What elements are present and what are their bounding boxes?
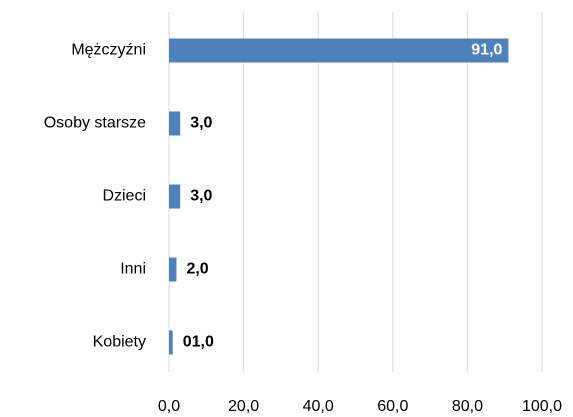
bar xyxy=(169,184,181,209)
y-tick-label: Dzieci xyxy=(102,188,146,205)
x-tick-label: 80,0 xyxy=(452,398,483,415)
y-tick-label: Osoby starsze xyxy=(44,115,146,132)
bar xyxy=(169,257,177,282)
data-label: 3,0 xyxy=(190,115,212,132)
x-tick-label: 40,0 xyxy=(303,398,334,415)
x-tick-label: 0,0 xyxy=(158,398,180,415)
bar xyxy=(169,330,173,355)
y-tick-label: Kobiety xyxy=(93,334,146,351)
y-tick-label: Inni xyxy=(120,261,146,278)
data-label: 91,0 xyxy=(471,42,502,59)
x-tick-label: 60,0 xyxy=(377,398,408,415)
data-label: 01,0 xyxy=(183,334,214,351)
x-tick-label: 100,0 xyxy=(522,398,562,415)
bar xyxy=(169,111,181,136)
y-tick-label: Mężczyźni xyxy=(71,42,146,59)
data-label: 2,0 xyxy=(186,261,208,278)
x-tick-label: 20,0 xyxy=(228,398,259,415)
bar xyxy=(169,38,509,63)
data-label: 3,0 xyxy=(190,188,212,205)
